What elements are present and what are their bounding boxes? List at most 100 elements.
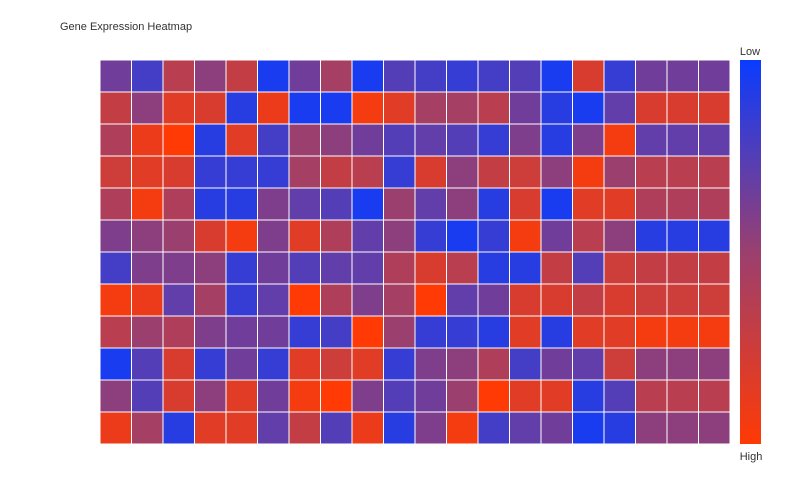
heatmap-cell-r0-c6 xyxy=(288,59,321,93)
heatmap-cell-r11-c13 xyxy=(509,411,542,445)
heatmap-cell-r2-c5 xyxy=(257,123,290,157)
heatmap-cell-r6-c12 xyxy=(477,251,510,285)
heatmap-cell-r9-c8 xyxy=(351,347,384,381)
heatmap-cell-r1-c0 xyxy=(99,91,132,125)
heatmap-cell-r9-c10 xyxy=(414,347,447,381)
heatmap-cell-r7-c14 xyxy=(540,283,573,317)
heatmap-cell-r9-c0 xyxy=(99,347,132,381)
heatmap-cell-r1-c14 xyxy=(540,91,573,125)
heatmap-cell-r4-c4 xyxy=(225,187,258,221)
heatmap-cell-r7-c18 xyxy=(666,283,699,317)
heatmap-cell-r10-c18 xyxy=(666,379,699,413)
heatmap-cell-r8-c10 xyxy=(414,315,447,349)
heatmap-cell-r9-c16 xyxy=(603,347,636,381)
heatmap-cell-r5-c19 xyxy=(698,219,731,253)
heatmap-cell-r7-c9 xyxy=(383,283,416,317)
heatmap-cell-r6-c3 xyxy=(194,251,227,285)
heatmap-cell-r6-c9 xyxy=(383,251,416,285)
heatmap-cell-r8-c4 xyxy=(225,315,258,349)
heatmap-cell-r6-c6 xyxy=(288,251,321,285)
heatmap-cell-r2-c14 xyxy=(540,123,573,157)
heatmap-cell-r5-c0 xyxy=(99,219,132,253)
heatmap-cell-r7-c10 xyxy=(414,283,447,317)
heatmap-cell-r3-c5 xyxy=(257,155,290,189)
heatmap-cell-r11-c1 xyxy=(131,411,164,445)
heatmap-cell-r3-c2 xyxy=(162,155,195,189)
heatmap-cell-r6-c15 xyxy=(572,251,605,285)
heatmap-cell-r10-c13 xyxy=(509,379,542,413)
heatmap-cell-r3-c9 xyxy=(383,155,416,189)
heatmap-cell-r5-c15 xyxy=(572,219,605,253)
heatmap-cell-r11-c0 xyxy=(99,411,132,445)
heatmap-cell-r10-c5 xyxy=(257,379,290,413)
heatmap-cell-r1-c5 xyxy=(257,91,290,125)
heatmap-cell-r0-c1 xyxy=(131,59,164,93)
heatmap-cell-r1-c19 xyxy=(698,91,731,125)
heatmap-cell-r4-c14 xyxy=(540,187,573,221)
heatmap-cell-r2-c6 xyxy=(288,123,321,157)
heatmap-cell-r11-c12 xyxy=(477,411,510,445)
heatmap-cell-r3-c7 xyxy=(320,155,353,189)
heatmap-cell-r4-c13 xyxy=(509,187,542,221)
heatmap-cell-r3-c4 xyxy=(225,155,258,189)
heatmap-cell-r9-c9 xyxy=(383,347,416,381)
heatmap-cell-r7-c15 xyxy=(572,283,605,317)
heatmap-cell-r4-c0 xyxy=(99,187,132,221)
heatmap-cell-r4-c10 xyxy=(414,187,447,221)
heatmap-cell-r11-c18 xyxy=(666,411,699,445)
heatmap-cell-r11-c8 xyxy=(351,411,384,445)
heatmap-cell-r2-c8 xyxy=(351,123,384,157)
heatmap-cell-r11-c10 xyxy=(414,411,447,445)
heatmap-cell-r5-c16 xyxy=(603,219,636,253)
heatmap-cell-r11-c5 xyxy=(257,411,290,445)
heatmap-cell-r7-c16 xyxy=(603,283,636,317)
heatmap-cell-r3-c1 xyxy=(131,155,164,189)
heatmap-cell-r4-c8 xyxy=(351,187,384,221)
heatmap-cell-r3-c12 xyxy=(477,155,510,189)
heatmap-cell-r5-c14 xyxy=(540,219,573,253)
heatmap-cell-r2-c9 xyxy=(383,123,416,157)
heatmap-cell-r0-c9 xyxy=(383,59,416,93)
heatmap-cell-r8-c18 xyxy=(666,315,699,349)
heatmap-cell-r4-c7 xyxy=(320,187,353,221)
heatmap-cell-r4-c9 xyxy=(383,187,416,221)
heatmap-cell-r5-c8 xyxy=(351,219,384,253)
heatmap-cell-r6-c17 xyxy=(635,251,668,285)
heatmap-cell-r6-c2 xyxy=(162,251,195,285)
heatmap-cell-r3-c19 xyxy=(698,155,731,189)
heatmap-cell-r11-c9 xyxy=(383,411,416,445)
heatmap-cell-r3-c11 xyxy=(446,155,479,189)
heatmap-cell-r10-c6 xyxy=(288,379,321,413)
heatmap-cell-r0-c14 xyxy=(540,59,573,93)
heatmap-cell-r10-c19 xyxy=(698,379,731,413)
heatmap-cell-r10-c0 xyxy=(99,379,132,413)
heatmap-cell-r5-c5 xyxy=(257,219,290,253)
heatmap-cell-r1-c6 xyxy=(288,91,321,125)
heatmap-cell-r10-c17 xyxy=(635,379,668,413)
heatmap-cell-r2-c17 xyxy=(635,123,668,157)
heatmap-cell-r7-c6 xyxy=(288,283,321,317)
heatmap-cell-r3-c3 xyxy=(194,155,227,189)
heatmap-cell-r9-c4 xyxy=(225,347,258,381)
heatmap-cell-r10-c2 xyxy=(162,379,195,413)
heatmap-cell-r1-c3 xyxy=(194,91,227,125)
heatmap-cell-r9-c11 xyxy=(446,347,479,381)
heatmap-cell-r4-c5 xyxy=(257,187,290,221)
heatmap-cell-r5-c12 xyxy=(477,219,510,253)
heatmap-grid xyxy=(99,59,731,445)
heatmap-cell-r6-c4 xyxy=(225,251,258,285)
heatmap-cell-r0-c19 xyxy=(698,59,731,93)
legend-high-label: High xyxy=(740,451,763,463)
heatmap-cell-r5-c4 xyxy=(225,219,258,253)
heatmap-cell-r5-c17 xyxy=(635,219,668,253)
heatmap-cell-r9-c12 xyxy=(477,347,510,381)
heatmap-cell-r8-c6 xyxy=(288,315,321,349)
heatmap-cell-r9-c5 xyxy=(257,347,290,381)
heatmap-cell-r3-c8 xyxy=(351,155,384,189)
heatmap-cell-r10-c10 xyxy=(414,379,447,413)
heatmap-cell-r7-c0 xyxy=(99,283,132,317)
heatmap-cell-r8-c11 xyxy=(446,315,479,349)
heatmap-cell-r3-c10 xyxy=(414,155,447,189)
heatmap-cell-r4-c15 xyxy=(572,187,605,221)
